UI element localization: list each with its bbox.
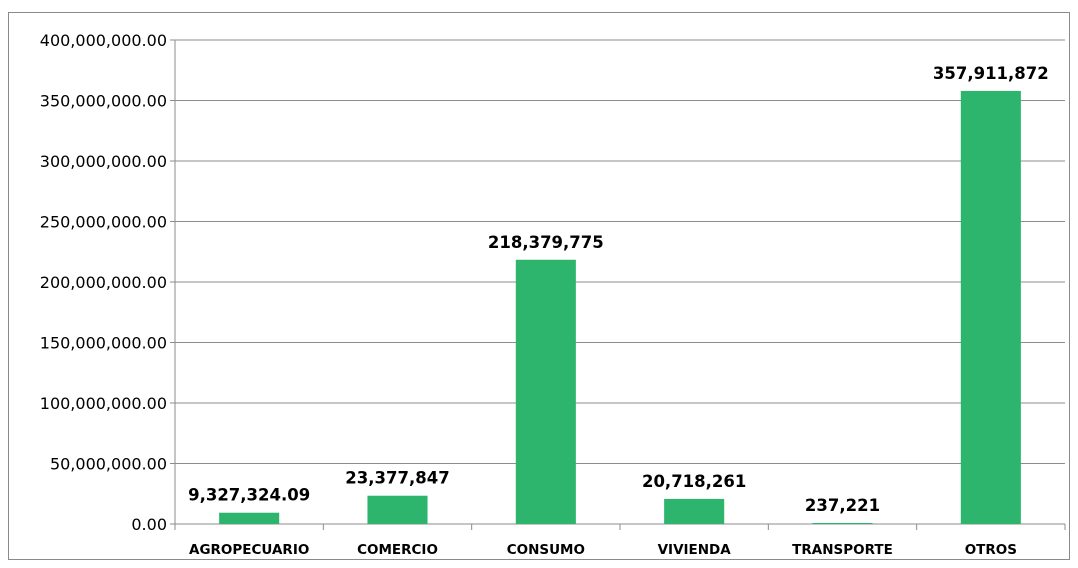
- gridlines: [170, 39, 1066, 530]
- bars: [219, 90, 1021, 524]
- x-tick-label: AGROPECUARIO: [189, 542, 309, 558]
- data-label: 357,911,872: [933, 64, 1049, 83]
- data-label: 23,377,847: [345, 469, 449, 488]
- data-label: 20,718,261: [642, 472, 746, 491]
- data-label: 9,327,324.09: [188, 486, 310, 505]
- y-tick-label: 300,000,000.00: [40, 152, 167, 171]
- bar-transporte: [812, 523, 873, 524]
- bar-consumo: [515, 259, 576, 524]
- y-tick-label: 200,000,000.00: [40, 273, 167, 292]
- bar-otros: [960, 90, 1021, 524]
- y-axis-tick-labels: 0.00 50,000,000.00 100,000,000.00 150,000,0…: [40, 31, 167, 534]
- data-label: 218,379,775: [488, 233, 604, 252]
- x-axis-tick-labels: AGROPECUARIO COMERCIO CONSUMO VIVIENDA TRANS…: [189, 542, 1017, 558]
- y-tick-label: 250,000,000.00: [40, 213, 167, 232]
- bar-comercio: [367, 495, 428, 524]
- data-labels: 9,327,324.09 23,377,847 218,379,775 20,718,…: [188, 64, 1049, 515]
- y-tick-label: 400,000,000.00: [40, 31, 167, 50]
- x-tick-label: TRANSPORTE: [792, 542, 893, 558]
- y-tick-label: 350,000,000.00: [40, 92, 167, 111]
- y-tick-label: 50,000,000.00: [50, 455, 167, 474]
- bar-agropecuario: [219, 512, 280, 524]
- y-tick-label: 100,000,000.00: [40, 394, 167, 413]
- x-tick-label: COMERCIO: [357, 542, 438, 558]
- x-tick-label: VIVIENDA: [658, 542, 732, 558]
- data-label: 237,221: [805, 496, 880, 515]
- bar-vivienda: [664, 498, 725, 524]
- y-tick-label: 0.00: [131, 515, 167, 534]
- x-tick-label: OTROS: [965, 542, 1017, 558]
- y-tick-label: 150,000,000.00: [40, 334, 167, 353]
- x-tick-label: CONSUMO: [507, 542, 585, 558]
